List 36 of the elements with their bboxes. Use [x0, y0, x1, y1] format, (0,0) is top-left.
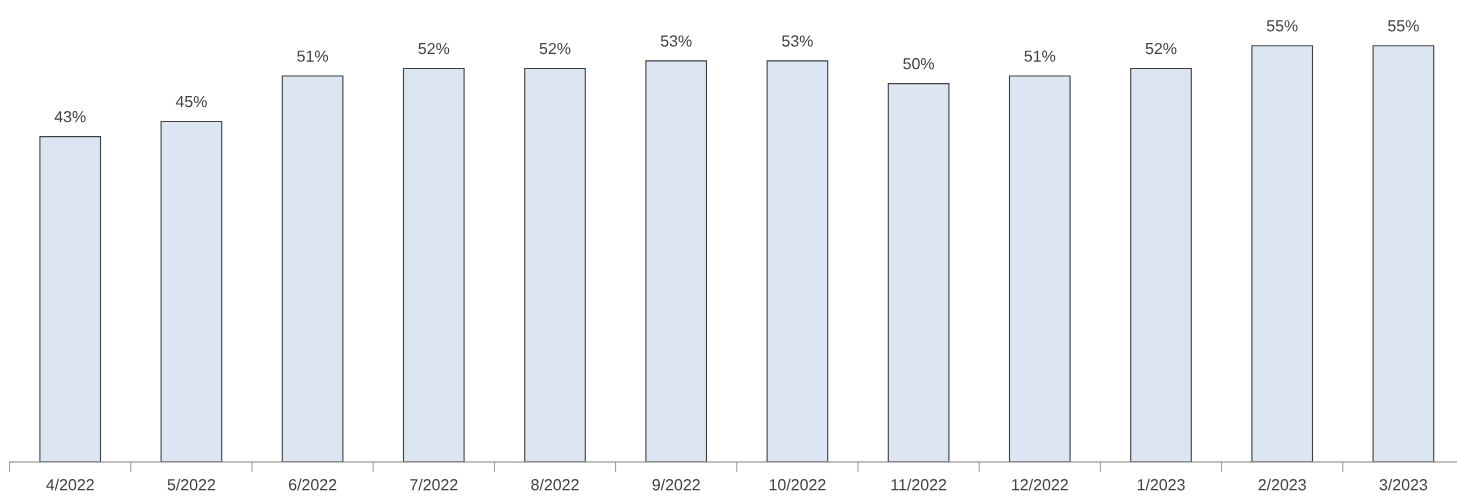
x-tick-label: 8/2022 [531, 478, 579, 491]
data-label: 55% [1266, 20, 1298, 32]
x-tick-label: 6/2022 [288, 478, 337, 491]
x-tick-label: 1/2023 [1137, 478, 1185, 491]
x-tick-label: 3/2023 [1379, 478, 1428, 491]
bar [887, 83, 950, 462]
x-tick-label: 11/2022 [891, 478, 947, 491]
data-label: 51% [297, 50, 329, 62]
data-label: 45% [175, 95, 207, 108]
bar [402, 67, 465, 462]
x-tick-label: 5/2022 [167, 478, 216, 491]
x-tick-label: 7/2022 [410, 478, 458, 491]
x-tick-label: 2/2023 [1258, 478, 1306, 491]
bar [1008, 75, 1071, 462]
data-label: 53% [782, 35, 813, 47]
x-tick-label: 9/2022 [652, 478, 700, 491]
bar [1251, 45, 1314, 462]
data-label: 52% [1145, 42, 1177, 55]
bar [281, 75, 344, 462]
data-label: 51% [1024, 50, 1056, 62]
bar [524, 67, 586, 462]
x-tick-label: 12/2022 [1012, 478, 1068, 491]
bar [645, 60, 708, 462]
data-label: 52% [418, 42, 450, 55]
data-label: 50% [903, 58, 935, 70]
data-label: 43% [54, 111, 86, 123]
data-label: 52% [539, 42, 571, 55]
bar [1130, 67, 1192, 462]
bar [766, 60, 829, 462]
x-tick-label: 10/2022 [769, 478, 826, 491]
bar [39, 136, 102, 462]
x-tick-label: 4/2022 [46, 478, 94, 491]
bar [1372, 45, 1435, 462]
data-label: 53% [660, 35, 692, 47]
bar [160, 120, 223, 462]
data-label: 55% [1388, 20, 1419, 32]
